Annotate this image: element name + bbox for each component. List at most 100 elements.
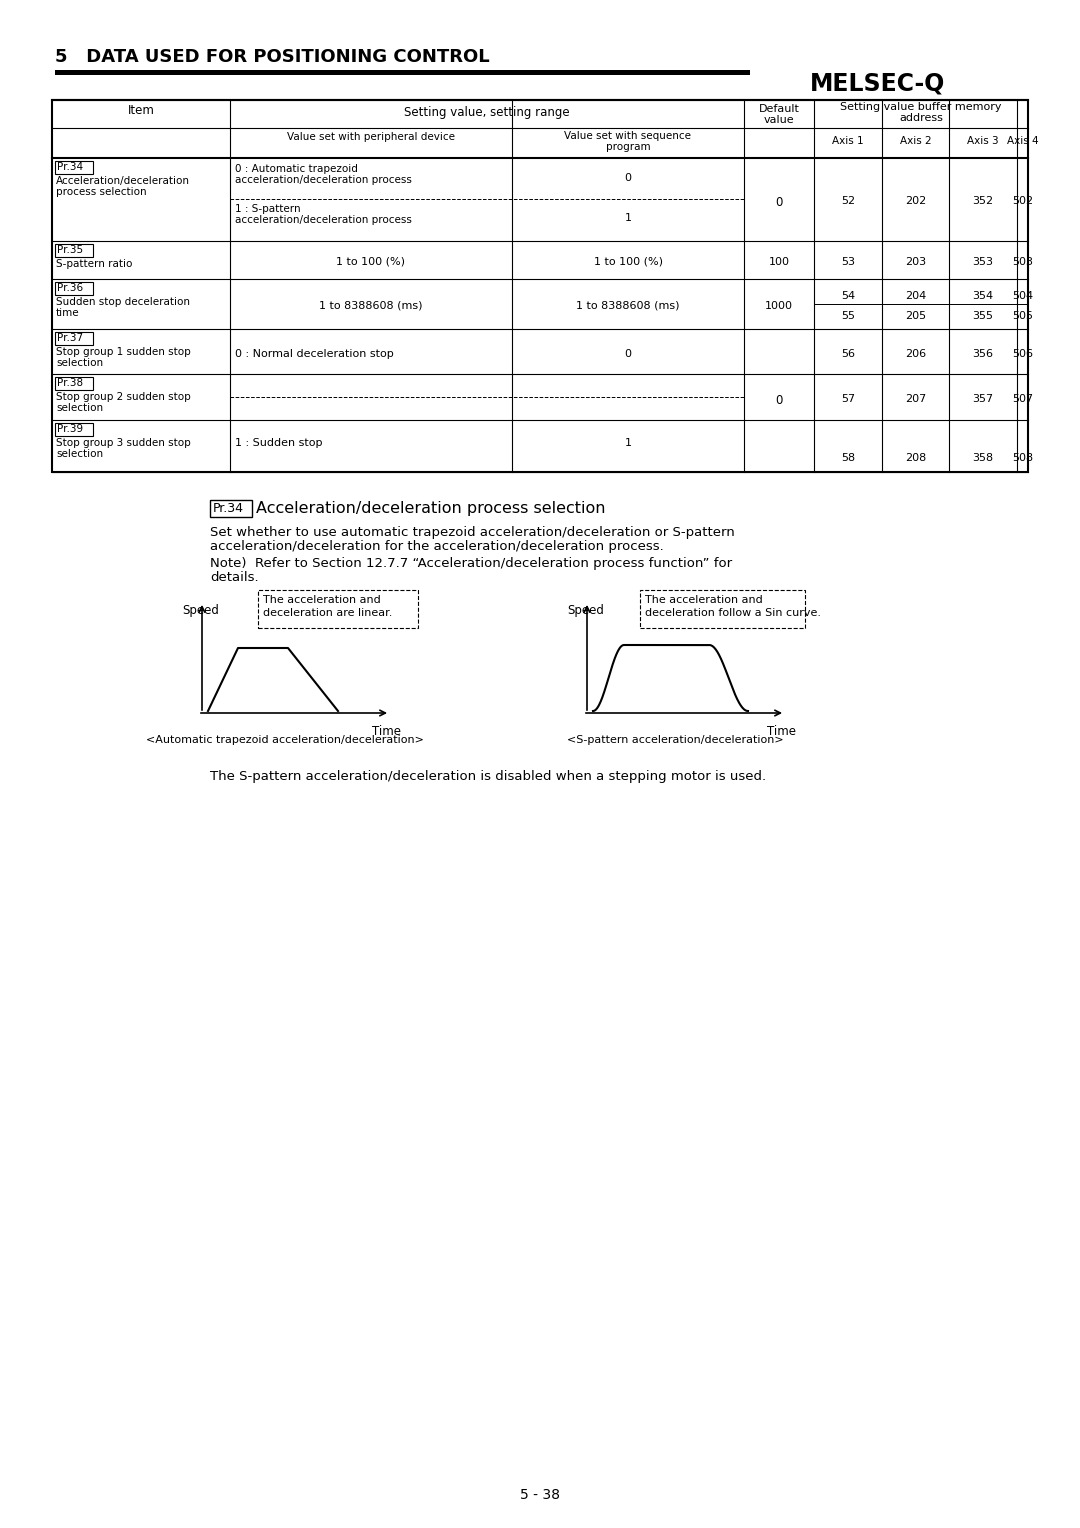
Text: acceleration/deceleration process: acceleration/deceleration process bbox=[235, 176, 411, 185]
Text: Axis 1: Axis 1 bbox=[833, 136, 864, 147]
Text: Stop group 3 sudden stop: Stop group 3 sudden stop bbox=[56, 439, 191, 448]
Text: 1 : Sudden stop: 1 : Sudden stop bbox=[235, 439, 323, 448]
Text: S-pattern ratio: S-pattern ratio bbox=[56, 260, 133, 269]
Text: Speed: Speed bbox=[183, 604, 219, 617]
Text: 1 to 8388608 (ms): 1 to 8388608 (ms) bbox=[320, 301, 422, 312]
Text: 58: 58 bbox=[841, 452, 855, 463]
Text: 508: 508 bbox=[1012, 452, 1034, 463]
Text: 357: 357 bbox=[972, 394, 994, 403]
Text: 358: 358 bbox=[972, 452, 994, 463]
Text: deceleration are linear.: deceleration are linear. bbox=[264, 608, 392, 617]
Bar bbox=[55, 377, 93, 390]
Text: 55: 55 bbox=[841, 312, 855, 321]
Text: 5 - 38: 5 - 38 bbox=[519, 1488, 561, 1502]
Text: 0: 0 bbox=[624, 173, 632, 183]
Text: Acceleration/deceleration process selection: Acceleration/deceleration process select… bbox=[256, 501, 606, 516]
Text: process selection: process selection bbox=[56, 186, 147, 197]
Bar bbox=[55, 423, 93, 435]
Text: selection: selection bbox=[56, 358, 103, 368]
Text: Note)  Refer to Section 12.7.7 “Acceleration/deceleration process function” for: Note) Refer to Section 12.7.7 “Accelerat… bbox=[210, 558, 732, 570]
Text: 352: 352 bbox=[972, 196, 994, 206]
Text: The acceleration and: The acceleration and bbox=[264, 594, 381, 605]
Text: address: address bbox=[899, 113, 943, 122]
Text: 506: 506 bbox=[1012, 348, 1032, 359]
Text: <Automatic trapezoid acceleration/deceleration>: <Automatic trapezoid acceleration/decele… bbox=[146, 735, 424, 746]
Text: 0 : Normal deceleration stop: 0 : Normal deceleration stop bbox=[235, 348, 394, 359]
Text: Pr.38: Pr.38 bbox=[57, 377, 83, 388]
Text: deceleration follow a Sin curve.: deceleration follow a Sin curve. bbox=[645, 608, 821, 617]
Text: 353: 353 bbox=[972, 257, 994, 267]
Text: selection: selection bbox=[56, 403, 103, 413]
Text: Sudden stop deceleration: Sudden stop deceleration bbox=[56, 296, 190, 307]
Text: Acceleration/deceleration: Acceleration/deceleration bbox=[56, 176, 190, 186]
Text: 354: 354 bbox=[972, 290, 994, 301]
Text: acceleration/deceleration process: acceleration/deceleration process bbox=[235, 215, 411, 225]
Text: Pr.37: Pr.37 bbox=[57, 333, 83, 342]
Text: value: value bbox=[764, 115, 794, 125]
Text: 205: 205 bbox=[905, 312, 926, 321]
Text: 204: 204 bbox=[905, 290, 927, 301]
Bar bbox=[640, 590, 805, 628]
Text: Setting value, setting range: Setting value, setting range bbox=[404, 105, 570, 119]
Text: Default: Default bbox=[758, 104, 799, 115]
Text: Stop group 2 sudden stop: Stop group 2 sudden stop bbox=[56, 393, 191, 402]
Text: Pr.39: Pr.39 bbox=[57, 423, 83, 434]
Text: Axis 3: Axis 3 bbox=[968, 136, 999, 147]
Text: Time: Time bbox=[372, 724, 401, 738]
Text: 1: 1 bbox=[624, 439, 632, 448]
Text: Pr.34: Pr.34 bbox=[57, 162, 83, 173]
Text: 100: 100 bbox=[769, 257, 789, 267]
Text: 1 : S-pattern: 1 : S-pattern bbox=[235, 205, 300, 214]
Bar bbox=[55, 244, 93, 257]
Text: Axis 2: Axis 2 bbox=[900, 136, 931, 147]
Text: MELSEC-Q: MELSEC-Q bbox=[810, 72, 945, 96]
Text: 1 to 8388608 (ms): 1 to 8388608 (ms) bbox=[577, 301, 679, 312]
Text: 207: 207 bbox=[905, 394, 927, 403]
Text: 507: 507 bbox=[1012, 394, 1034, 403]
Text: selection: selection bbox=[56, 449, 103, 458]
Text: 1000: 1000 bbox=[765, 301, 793, 312]
Text: acceleration/deceleration for the acceleration/deceleration process.: acceleration/deceleration for the accele… bbox=[210, 539, 664, 553]
Text: 1: 1 bbox=[624, 212, 632, 223]
Text: details.: details. bbox=[210, 571, 258, 584]
Text: The acceleration and: The acceleration and bbox=[645, 594, 762, 605]
Text: Value set with peripheral device: Value set with peripheral device bbox=[287, 131, 455, 142]
Text: 0: 0 bbox=[624, 348, 632, 359]
Text: 56: 56 bbox=[841, 348, 855, 359]
Text: 1 to 100 (%): 1 to 100 (%) bbox=[594, 257, 662, 267]
Text: Setting value buffer memory: Setting value buffer memory bbox=[840, 102, 1002, 112]
Bar bbox=[210, 500, 252, 516]
Text: Pr.36: Pr.36 bbox=[57, 283, 83, 293]
Text: Pr.35: Pr.35 bbox=[57, 244, 83, 255]
Text: Set whether to use automatic trapezoid acceleration/deceleration or S-pattern: Set whether to use automatic trapezoid a… bbox=[210, 526, 734, 539]
Bar bbox=[55, 283, 93, 295]
Text: 1 to 100 (%): 1 to 100 (%) bbox=[337, 257, 405, 267]
Bar bbox=[258, 590, 418, 628]
Text: Time: Time bbox=[767, 724, 796, 738]
Text: The S-pattern acceleration/deceleration is disabled when a stepping motor is use: The S-pattern acceleration/deceleration … bbox=[210, 770, 766, 782]
Text: 356: 356 bbox=[972, 348, 994, 359]
Text: 57: 57 bbox=[841, 394, 855, 403]
Text: <S-pattern acceleration/deceleration>: <S-pattern acceleration/deceleration> bbox=[567, 735, 783, 746]
Text: time: time bbox=[56, 309, 80, 318]
Bar bbox=[55, 160, 93, 174]
Text: 502: 502 bbox=[1012, 196, 1034, 206]
Text: 355: 355 bbox=[972, 312, 994, 321]
Text: 0 : Automatic trapezoid: 0 : Automatic trapezoid bbox=[235, 163, 357, 174]
Text: Axis 4: Axis 4 bbox=[1007, 136, 1038, 147]
Bar bbox=[55, 332, 93, 345]
Text: 0: 0 bbox=[775, 394, 783, 406]
Text: 5   DATA USED FOR POSITIONING CONTROL: 5 DATA USED FOR POSITIONING CONTROL bbox=[55, 47, 489, 66]
Text: Stop group 1 sudden stop: Stop group 1 sudden stop bbox=[56, 347, 191, 358]
Bar bbox=[55, 69, 750, 75]
Text: 52: 52 bbox=[841, 196, 855, 206]
Text: 0: 0 bbox=[775, 196, 783, 209]
Text: Pr.34: Pr.34 bbox=[213, 501, 244, 515]
Text: program: program bbox=[606, 142, 650, 151]
Bar bbox=[52, 99, 1028, 472]
Text: 54: 54 bbox=[841, 290, 855, 301]
Text: 505: 505 bbox=[1012, 312, 1032, 321]
Text: 203: 203 bbox=[905, 257, 926, 267]
Text: 206: 206 bbox=[905, 348, 926, 359]
Text: Item: Item bbox=[127, 104, 154, 118]
